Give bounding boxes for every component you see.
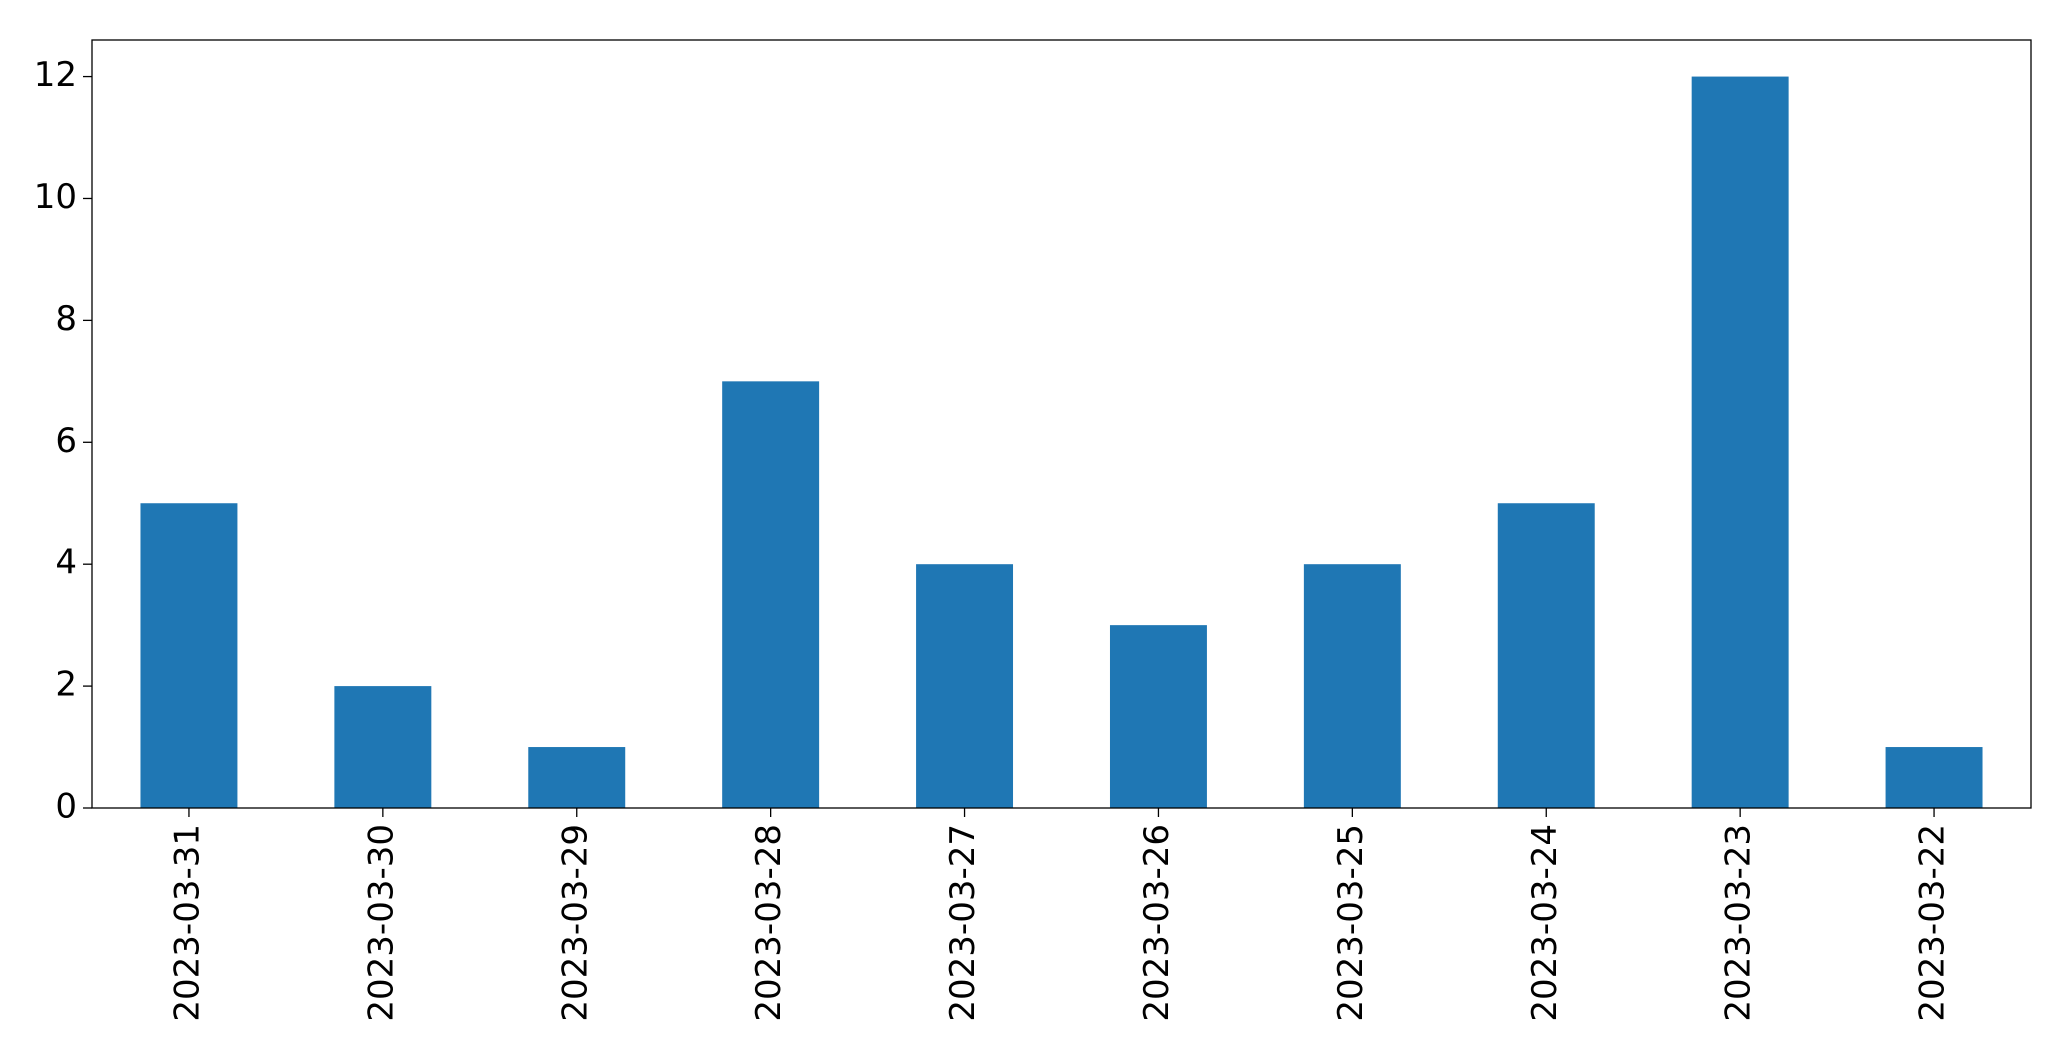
bar: [1691, 76, 1789, 809]
x-tick-label: 2023-03-27: [943, 824, 983, 1022]
bar: [140, 503, 238, 808]
y-tick-label: 2: [55, 665, 77, 705]
x-tick-label: 2023-03-26: [1137, 824, 1177, 1022]
x-tick-label: 2023-03-31: [167, 824, 207, 1022]
x-tick-label: 2023-03-29: [555, 824, 595, 1022]
x-tick-label: 2023-03-30: [361, 824, 401, 1022]
y-tick-label: 10: [34, 177, 77, 217]
bar: [916, 564, 1014, 808]
bar: [722, 381, 820, 808]
bar: [1885, 747, 1983, 808]
bar: [1497, 503, 1595, 808]
bar: [528, 747, 626, 808]
x-tick-label: 2023-03-22: [1913, 824, 1953, 1022]
y-tick-label: 8: [55, 299, 77, 339]
x-tick-label: 2023-03-25: [1331, 824, 1371, 1022]
x-tick-label: 2023-03-23: [1719, 824, 1759, 1022]
x-tick-label: 2023-03-24: [1525, 824, 1565, 1022]
x-tick-label: 2023-03-28: [749, 824, 789, 1022]
plot-frame: [91, 39, 2032, 809]
bar: [334, 686, 432, 808]
bar: [1109, 625, 1207, 808]
y-tick-label: 6: [55, 421, 77, 461]
y-tick-label: 0: [55, 787, 77, 827]
bar: [1303, 564, 1401, 808]
y-tick-label: 12: [34, 55, 77, 95]
y-tick-label: 4: [55, 543, 77, 583]
